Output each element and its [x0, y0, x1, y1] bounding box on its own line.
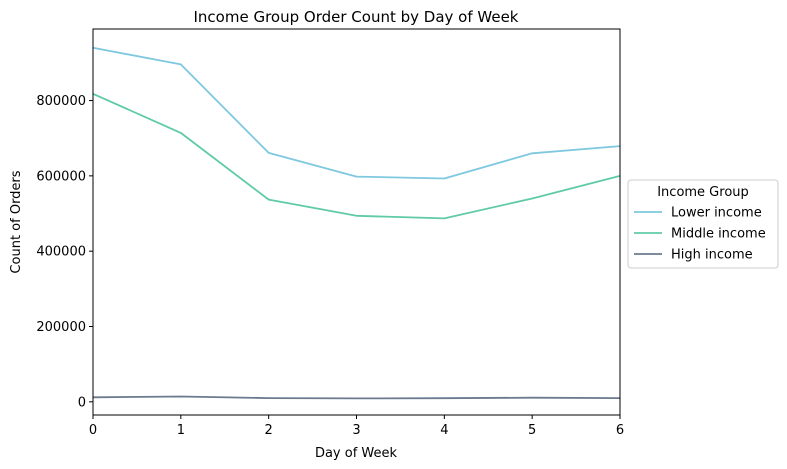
legend: Income Group Lower income Middle income Hig… — [627, 179, 779, 269]
x-tick-label: 0 — [89, 423, 97, 438]
x-tick-label: 3 — [352, 423, 360, 438]
series-line-1 — [92, 92, 621, 220]
chart-title: Income Group Order Count by Day of Week — [194, 8, 519, 26]
legend-box — [627, 179, 779, 269]
series-line-0 — [92, 46, 621, 180]
y-tick-label: 600000 — [36, 169, 86, 184]
legend-title: Income Group — [657, 185, 749, 200]
y-axis-title: Count of Orders — [9, 170, 24, 273]
x-tick-label: 1 — [177, 423, 185, 438]
y-tick-label: 400000 — [36, 245, 86, 260]
x-tick-label: 5 — [528, 423, 536, 438]
y-tick-label: 200000 — [36, 320, 86, 335]
plot-area: 0 1 2 3 4 5 6 0 200000 400000 600000 800000 — [36, 28, 624, 438]
y-tick-label: 800000 — [36, 94, 86, 109]
x-tick-label: 6 — [616, 423, 624, 438]
legend-label-1: Middle income — [671, 227, 766, 242]
x-axis-title: Day of Week — [315, 446, 398, 461]
legend-label-2: High income — [671, 248, 753, 263]
plot-frame — [92, 28, 621, 416]
x-tick-label: 2 — [265, 423, 273, 438]
x-tick-label: 4 — [440, 423, 448, 438]
legend-label-0: Lower income — [671, 206, 762, 221]
series-line-2 — [92, 395, 621, 400]
y-tick-label: 0 — [78, 395, 86, 410]
